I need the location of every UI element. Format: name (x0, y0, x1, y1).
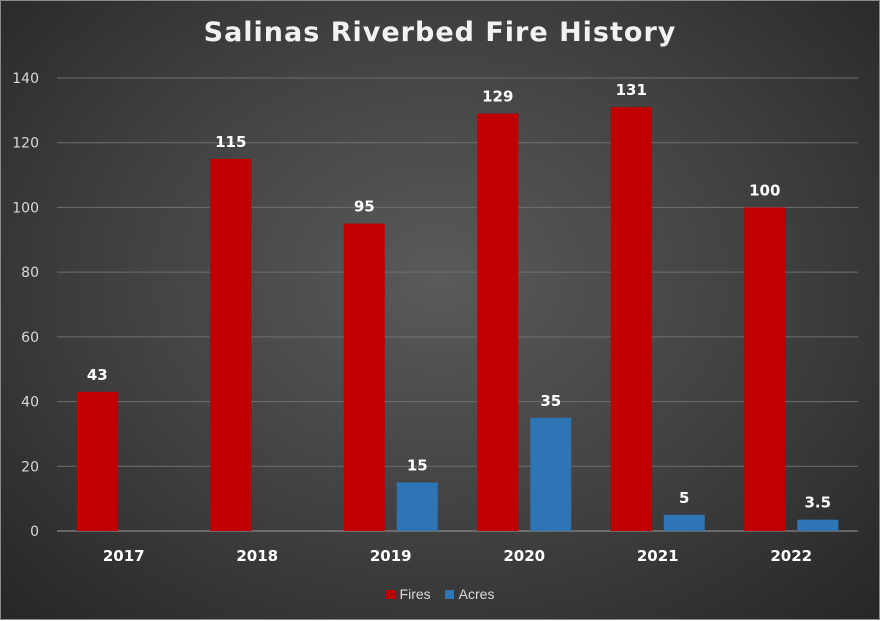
bar-fires (343, 223, 385, 531)
x-tick-label: 2021 (637, 547, 679, 565)
bar-acres (396, 482, 438, 531)
y-tick-label: 0 (30, 524, 39, 540)
bar-acres (530, 417, 572, 531)
y-tick-label: 100 (12, 200, 39, 216)
bar-acres (797, 519, 839, 531)
data-label-fires: 115 (215, 133, 246, 151)
data-label-fires: 43 (87, 366, 108, 384)
bar-fires (210, 158, 252, 531)
x-tick-label: 2018 (236, 547, 278, 565)
x-tick-label: 2019 (370, 547, 412, 565)
bar-fires (610, 107, 652, 531)
bar-fires (477, 113, 519, 531)
legend-label-acres: Acres (458, 586, 495, 602)
data-label-fires: 95 (354, 198, 375, 216)
legend-item-fires: Fires (385, 586, 431, 602)
data-label-fires: 129 (482, 88, 513, 106)
y-tick-label: 40 (21, 395, 39, 411)
data-label-fires: 100 (749, 181, 780, 199)
bar-acres (663, 514, 705, 531)
x-tick-label: 2017 (103, 547, 145, 565)
y-tick-label: 120 (12, 136, 39, 152)
y-tick-label: 60 (21, 330, 39, 346)
data-label-acres: 15 (407, 456, 428, 474)
data-label-acres: 3.5 (804, 494, 831, 512)
y-tick-label: 80 (21, 265, 39, 281)
bar-fires (76, 391, 118, 531)
legend-item-acres: Acres (444, 586, 495, 602)
legend-label-fires: Fires (399, 586, 431, 602)
bar-fires (744, 207, 786, 531)
x-tick-label: 2022 (770, 547, 812, 565)
legend: Fires Acres (1, 586, 879, 602)
x-tick-label: 2020 (503, 547, 545, 565)
legend-swatch-acres (444, 589, 454, 599)
y-tick-label: 140 (12, 71, 39, 87)
chart-title: Salinas Riverbed Fire History (203, 17, 677, 48)
y-tick-label: 20 (21, 459, 39, 475)
legend-swatch-fires (385, 589, 395, 599)
data-label-acres: 5 (679, 489, 689, 507)
data-label-fires: 131 (616, 81, 647, 99)
data-label-acres: 35 (540, 392, 561, 410)
